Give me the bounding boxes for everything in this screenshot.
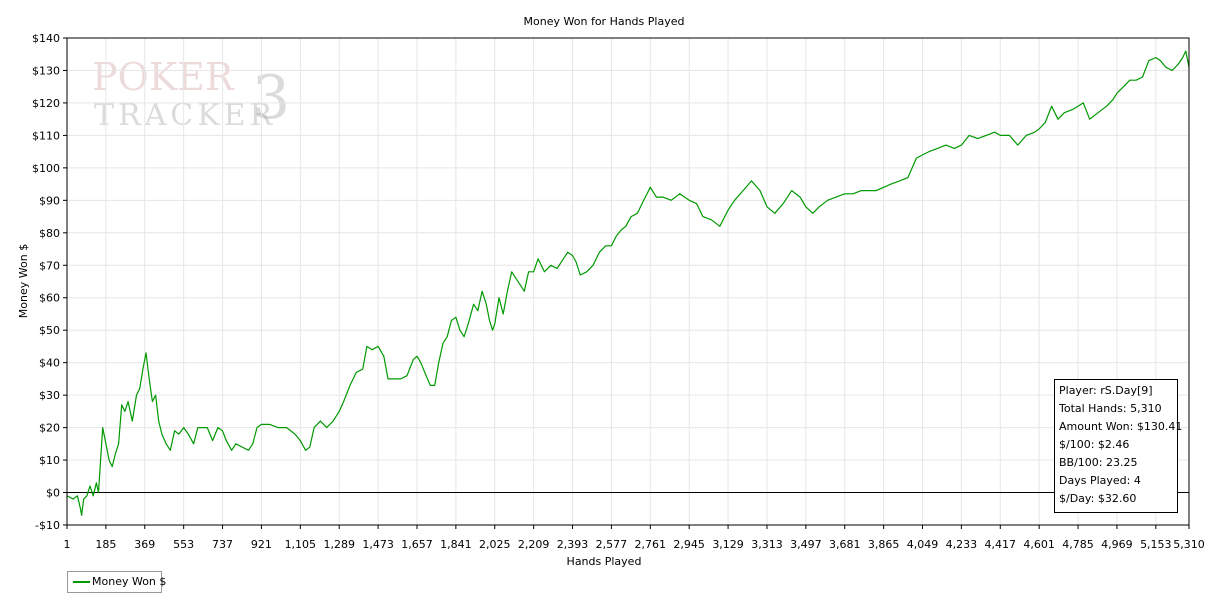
x-tick-label: 1,105 (285, 538, 317, 551)
x-tick-label: 737 (212, 538, 233, 551)
x-tick-label: 2,945 (673, 538, 705, 551)
stats-total-hands: Total Hands: 5,310 (1059, 402, 1162, 415)
y-tick-label: $0 (46, 487, 60, 500)
y-tick-label: $100 (32, 162, 60, 175)
x-tick-label: 185 (95, 538, 116, 551)
x-tick-label: 4,785 (1062, 538, 1094, 551)
y-tick-label: $140 (32, 32, 60, 45)
x-tick-label: 3,313 (751, 538, 783, 551)
x-tick-label: 1,473 (362, 538, 394, 551)
x-tick-label: 4,049 (907, 538, 939, 551)
y-axis: -$10 $0 $10 $20 $30 $40 $50 $60 $70 $80 $90 $100 $11… (32, 32, 67, 532)
x-tick-label: 1 (64, 538, 71, 551)
x-tick-label: 4,969 (1101, 538, 1133, 551)
legend: Money Won $ (67, 571, 166, 593)
y-tick-label: $40 (39, 357, 60, 370)
x-tick-label: 3,497 (790, 538, 822, 551)
x-axis-title: Hands Played (567, 555, 642, 568)
watermark-number: 3 (252, 63, 290, 133)
x-tick-label: 3,681 (829, 538, 861, 551)
x-tick-label: 1,841 (440, 538, 472, 551)
y-tick-label: -$10 (35, 519, 60, 532)
stats-player: Player: rS.Day[9] (1059, 384, 1153, 397)
x-tick-label: 2,577 (596, 538, 628, 551)
watermark-logo: POKER TRACKER 3 (92, 55, 290, 133)
x-tick-label: 1,289 (323, 538, 355, 551)
x-tick-label: 4,417 (985, 538, 1017, 551)
y-tick-label: $90 (39, 194, 60, 207)
stats-per-day: $/Day: $32.60 (1059, 492, 1137, 505)
watermark-line2: TRACKER (94, 98, 276, 133)
x-tick-label: 2,025 (479, 538, 511, 551)
stats-amount-won: Amount Won: $130.41 (1059, 420, 1183, 433)
y-tick-label: $120 (32, 97, 60, 110)
stats-box: Player: rS.Day[9] Total Hands: 5,310 Amo… (1054, 379, 1183, 513)
x-tick-label: 5,310 (1173, 538, 1205, 551)
chart-title: Money Won for Hands Played (524, 15, 685, 28)
y-axis-title: Money Won $ (17, 244, 30, 318)
x-tick-label: 369 (134, 538, 155, 551)
series-line-money-won (66, 50, 1190, 516)
x-tick-label: 553 (173, 538, 194, 551)
legend-swatch (73, 581, 90, 583)
stats-bb-per-100: BB/100: 23.25 (1059, 456, 1138, 469)
x-tick-label: 3,129 (712, 538, 744, 551)
x-tick-label: 4,601 (1023, 538, 1055, 551)
y-tick-label: $110 (32, 129, 60, 142)
y-tick-label: $10 (39, 454, 60, 467)
stats-per-100: $/100: $2.46 (1059, 438, 1130, 451)
x-tick-label: 4,233 (946, 538, 978, 551)
y-tick-label: $60 (39, 292, 60, 305)
y-tick-label: $30 (39, 389, 60, 402)
y-tick-label: $130 (32, 64, 60, 77)
x-tick-label: 5,153 (1140, 538, 1172, 551)
y-tick-label: $80 (39, 227, 60, 240)
x-tick-label: 2,761 (635, 538, 667, 551)
grid (66, 37, 1190, 526)
x-axis: 1 185 369 553 737 921 1,105 1,289 1,473 1,657 1,84… (64, 525, 1205, 551)
series-group (66, 50, 1190, 516)
stats-days-played: Days Played: 4 (1059, 474, 1141, 487)
y-tick-label: $20 (39, 422, 60, 435)
x-tick-label: 921 (251, 538, 272, 551)
legend-label: Money Won $ (92, 575, 167, 588)
y-tick-label: $50 (39, 324, 60, 337)
watermark-line1: POKER (92, 55, 235, 99)
x-tick-label: 2,393 (557, 538, 589, 551)
y-tick-label: $70 (39, 259, 60, 272)
x-tick-label: 2,209 (518, 538, 550, 551)
plot-frame (66, 37, 1190, 526)
x-tick-label: 1,657 (401, 538, 433, 551)
x-tick-label: 3,865 (868, 538, 900, 551)
